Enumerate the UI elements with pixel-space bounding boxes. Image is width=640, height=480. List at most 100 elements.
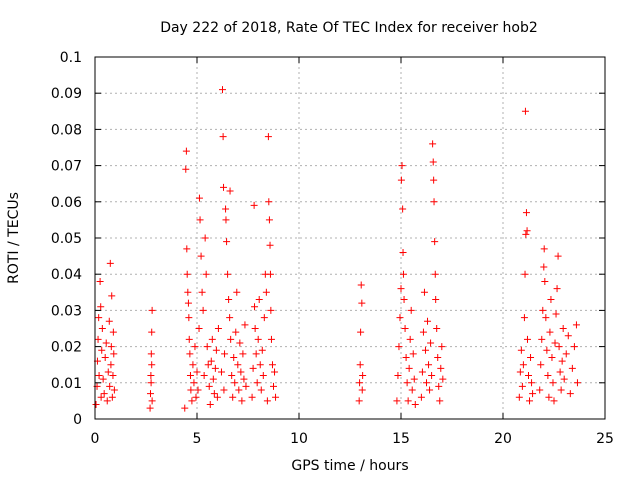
data-point bbox=[519, 361, 527, 369]
data-point bbox=[241, 321, 249, 329]
data-point bbox=[226, 314, 234, 322]
data-point bbox=[259, 372, 267, 380]
data-point bbox=[527, 353, 535, 361]
data-point bbox=[544, 372, 552, 380]
data-point bbox=[434, 353, 442, 361]
data-point bbox=[424, 317, 432, 325]
data-point bbox=[103, 397, 111, 405]
y-tick-label: 0.07 bbox=[51, 159, 82, 175]
data-point bbox=[270, 382, 277, 390]
data-point bbox=[265, 216, 273, 224]
data-point bbox=[545, 393, 553, 401]
data-point bbox=[251, 325, 259, 332]
data-point bbox=[393, 397, 401, 405]
y-tick-label: 0.09 bbox=[51, 86, 82, 102]
data-point bbox=[184, 299, 192, 307]
data-point bbox=[542, 314, 550, 322]
data-point bbox=[523, 335, 531, 343]
data-point bbox=[109, 372, 117, 380]
data-point bbox=[568, 364, 576, 372]
data-point bbox=[517, 346, 525, 354]
data-point bbox=[394, 372, 402, 380]
data-point bbox=[147, 350, 155, 358]
data-point bbox=[108, 292, 116, 300]
data-point bbox=[538, 335, 546, 343]
data-point bbox=[235, 386, 243, 394]
data-point bbox=[555, 343, 563, 351]
data-point bbox=[526, 397, 534, 405]
data-point bbox=[522, 209, 530, 217]
data-point bbox=[181, 404, 189, 412]
data-point bbox=[427, 339, 435, 347]
data-point bbox=[110, 386, 118, 394]
data-point bbox=[214, 325, 222, 332]
data-point bbox=[110, 350, 118, 358]
data-point bbox=[573, 379, 581, 387]
data-point bbox=[267, 306, 275, 314]
data-point bbox=[248, 393, 256, 401]
data-point bbox=[518, 382, 526, 390]
data-point bbox=[264, 133, 272, 141]
data-point bbox=[546, 328, 554, 336]
data-point bbox=[92, 401, 100, 409]
data-point bbox=[523, 227, 531, 235]
data-point bbox=[395, 343, 403, 351]
y-tick-label: 0.06 bbox=[51, 195, 82, 211]
data-point bbox=[219, 133, 227, 141]
data-point bbox=[419, 328, 427, 336]
data-point bbox=[540, 263, 548, 271]
data-point bbox=[148, 397, 156, 405]
data-point bbox=[222, 205, 230, 213]
y-tick-label: 0.08 bbox=[51, 122, 82, 138]
data-point bbox=[94, 335, 102, 343]
data-point bbox=[516, 368, 524, 376]
data-point bbox=[208, 335, 216, 343]
data-point bbox=[550, 397, 558, 405]
data-point bbox=[224, 270, 232, 278]
chart-title: Day 222 of 2018, Rate Of TEC Index for r… bbox=[160, 20, 538, 36]
data-point bbox=[267, 335, 275, 343]
data-point bbox=[543, 346, 551, 354]
data-point bbox=[97, 393, 105, 401]
data-point bbox=[356, 361, 364, 369]
data-point bbox=[187, 386, 195, 394]
data-point bbox=[226, 187, 234, 195]
data-point bbox=[397, 285, 405, 293]
data-point bbox=[200, 372, 208, 380]
data-point bbox=[252, 350, 260, 358]
data-point bbox=[219, 86, 226, 94]
data-point bbox=[189, 361, 197, 369]
data-point bbox=[551, 339, 559, 347]
data-point bbox=[204, 361, 212, 369]
data-point bbox=[399, 248, 407, 256]
data-point bbox=[183, 245, 191, 253]
data-point bbox=[221, 350, 229, 358]
data-point bbox=[426, 386, 434, 394]
data-point bbox=[559, 325, 567, 332]
data-point bbox=[194, 386, 202, 394]
data-point bbox=[421, 346, 429, 354]
data-point bbox=[358, 386, 366, 394]
data-point bbox=[400, 296, 408, 304]
data-point bbox=[253, 379, 261, 387]
data-point bbox=[185, 335, 193, 343]
data-point bbox=[249, 364, 257, 372]
data-point bbox=[558, 357, 566, 365]
data-point bbox=[525, 372, 532, 380]
x-tick-label: 0 bbox=[91, 431, 100, 447]
data-point bbox=[186, 372, 194, 380]
data-point bbox=[183, 270, 191, 278]
data-point bbox=[238, 397, 246, 405]
data-point bbox=[556, 368, 564, 376]
data-point bbox=[539, 306, 547, 314]
data-point bbox=[193, 368, 201, 376]
data-point bbox=[355, 397, 363, 405]
data-point bbox=[207, 357, 215, 365]
data-point bbox=[435, 382, 443, 390]
data-point bbox=[536, 386, 544, 394]
data-point bbox=[520, 314, 528, 322]
x-tick-label: 5 bbox=[193, 431, 202, 447]
data-point bbox=[196, 216, 204, 224]
data-point bbox=[521, 270, 529, 278]
data-point bbox=[266, 270, 274, 278]
